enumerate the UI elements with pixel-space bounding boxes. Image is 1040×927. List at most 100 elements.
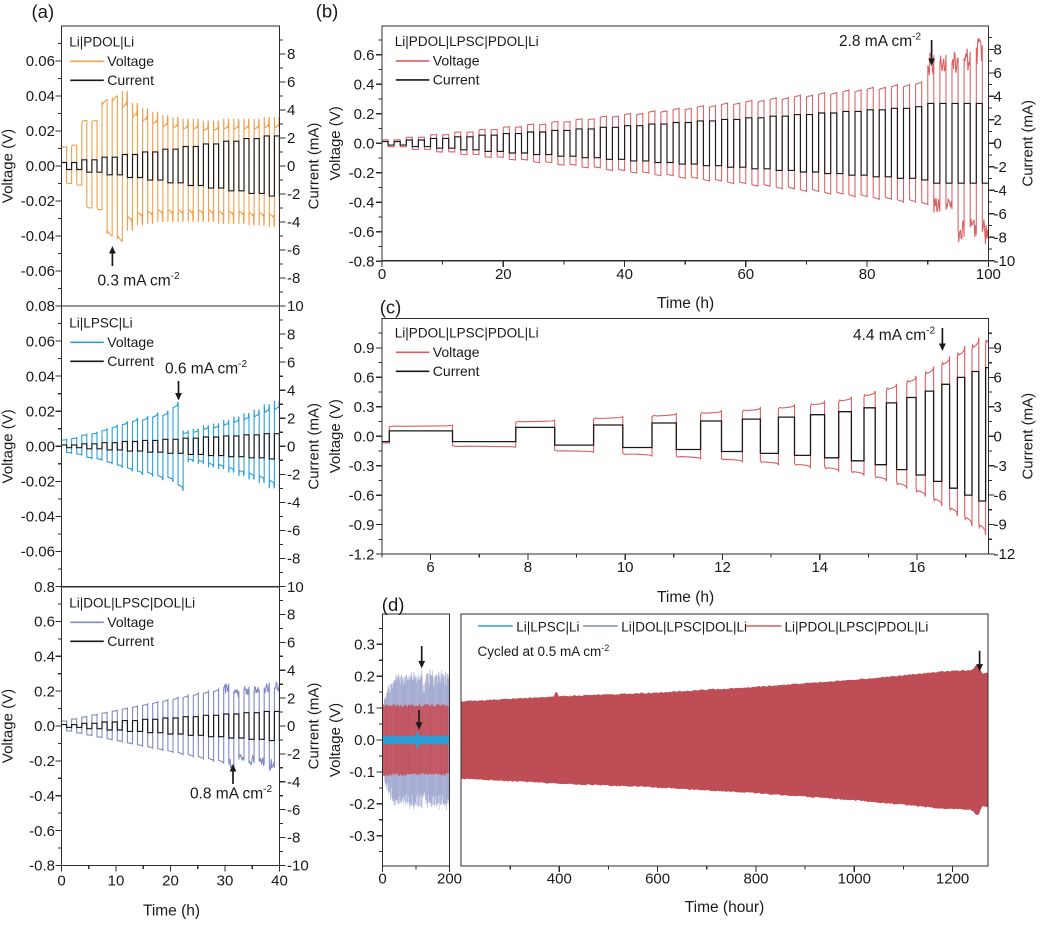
svg-text:8: 8 bbox=[287, 607, 295, 624]
svg-text:(b): (b) bbox=[316, 1, 339, 22]
svg-text:-12: -12 bbox=[994, 546, 1016, 563]
svg-text:Time (hour): Time (hour) bbox=[685, 899, 765, 916]
svg-text:Voltage: Voltage bbox=[107, 334, 154, 350]
svg-text:8: 8 bbox=[994, 42, 1002, 59]
svg-text:6: 6 bbox=[287, 635, 295, 652]
svg-text:(c): (c) bbox=[380, 297, 402, 318]
svg-text:-2: -2 bbox=[994, 159, 1007, 176]
svg-text:-1.2: -1.2 bbox=[349, 546, 375, 563]
svg-text:-0.8: -0.8 bbox=[29, 858, 55, 875]
svg-text:-0.4: -0.4 bbox=[29, 788, 55, 805]
svg-text:4: 4 bbox=[287, 662, 295, 679]
svg-text:6: 6 bbox=[426, 559, 434, 576]
svg-text:0.3: 0.3 bbox=[354, 637, 375, 654]
svg-text:0.06: 0.06 bbox=[26, 333, 55, 350]
svg-text:0.06: 0.06 bbox=[26, 53, 55, 70]
svg-text:-0.3: -0.3 bbox=[349, 458, 375, 475]
svg-text:10: 10 bbox=[617, 559, 634, 576]
svg-text:-8: -8 bbox=[287, 270, 300, 287]
svg-text:4: 4 bbox=[287, 102, 295, 119]
svg-text:0.3 mA cm-2: 0.3 mA cm-2 bbox=[97, 271, 180, 290]
svg-text:-6: -6 bbox=[287, 242, 300, 259]
svg-text:Voltage: Voltage bbox=[433, 53, 480, 69]
svg-text:-8: -8 bbox=[994, 229, 1007, 246]
svg-text:200: 200 bbox=[437, 871, 462, 888]
svg-text:0.6: 0.6 bbox=[354, 47, 375, 64]
svg-text:Voltage (V): Voltage (V) bbox=[327, 399, 344, 473]
svg-text:30: 30 bbox=[217, 873, 234, 890]
svg-text:0.6 mA cm-2: 0.6 mA cm-2 bbox=[165, 359, 248, 378]
svg-text:2.8 mA cm-2: 2.8 mA cm-2 bbox=[839, 32, 922, 51]
svg-text:Voltage (V): Voltage (V) bbox=[0, 689, 17, 763]
svg-text:Current (mA): Current (mA) bbox=[306, 683, 323, 770]
svg-text:Current: Current bbox=[433, 72, 480, 88]
svg-text:0.0: 0.0 bbox=[34, 718, 55, 735]
svg-text:Li|DOL|LPSC|DOL|Li: Li|DOL|LPSC|DOL|Li bbox=[69, 596, 195, 611]
svg-text:0.2: 0.2 bbox=[354, 668, 375, 685]
svg-text:8: 8 bbox=[287, 326, 295, 343]
svg-text:6: 6 bbox=[287, 74, 295, 91]
svg-text:-0.8: -0.8 bbox=[349, 254, 375, 271]
svg-text:-8: -8 bbox=[287, 551, 300, 568]
svg-text:9: 9 bbox=[994, 340, 1002, 357]
svg-text:Current: Current bbox=[107, 353, 154, 369]
svg-text:0.04: 0.04 bbox=[26, 88, 55, 105]
svg-text:-0.2: -0.2 bbox=[349, 165, 375, 182]
svg-text:Voltage: Voltage bbox=[433, 344, 480, 360]
svg-text:0.04: 0.04 bbox=[26, 368, 55, 385]
svg-text:-4: -4 bbox=[287, 774, 300, 791]
svg-text:Time (h): Time (h) bbox=[657, 295, 714, 312]
svg-text:-0.3: -0.3 bbox=[349, 828, 375, 845]
svg-text:-6: -6 bbox=[287, 802, 300, 819]
svg-text:0.4: 0.4 bbox=[34, 649, 55, 666]
svg-text:-0.6: -0.6 bbox=[349, 487, 375, 504]
svg-text:0.0: 0.0 bbox=[354, 136, 375, 153]
svg-text:-6: -6 bbox=[287, 523, 300, 540]
svg-text:-0.1: -0.1 bbox=[349, 764, 375, 781]
svg-text:12: 12 bbox=[714, 559, 731, 576]
svg-text:2: 2 bbox=[287, 410, 295, 427]
svg-text:0.00: 0.00 bbox=[26, 158, 55, 175]
svg-text:0.2: 0.2 bbox=[354, 106, 375, 123]
svg-text:-0.04: -0.04 bbox=[21, 228, 55, 245]
svg-text:0.00: 0.00 bbox=[26, 439, 55, 456]
svg-text:0.8: 0.8 bbox=[34, 579, 55, 596]
svg-text:Current (mA): Current (mA) bbox=[1020, 393, 1037, 480]
svg-text:0.6: 0.6 bbox=[34, 614, 55, 631]
svg-text:8: 8 bbox=[524, 559, 532, 576]
svg-text:-0.2: -0.2 bbox=[29, 753, 55, 770]
svg-text:-6: -6 bbox=[994, 206, 1007, 223]
svg-text:2: 2 bbox=[287, 130, 295, 147]
svg-text:-0.04: -0.04 bbox=[21, 509, 55, 526]
svg-text:Time (h): Time (h) bbox=[143, 903, 200, 920]
svg-text:Voltage (V): Voltage (V) bbox=[0, 409, 17, 483]
svg-text:Cycled at 0.5 mA cm-2: Cycled at 0.5 mA cm-2 bbox=[478, 643, 610, 659]
svg-text:-0.6: -0.6 bbox=[29, 823, 55, 840]
svg-text:6: 6 bbox=[994, 370, 1002, 387]
svg-text:3: 3 bbox=[994, 399, 1002, 416]
svg-text:0.08: 0.08 bbox=[26, 298, 55, 315]
svg-text:0.4: 0.4 bbox=[354, 77, 375, 94]
svg-text:-0.02: -0.02 bbox=[21, 193, 55, 210]
svg-text:0: 0 bbox=[994, 136, 1002, 153]
svg-text:400: 400 bbox=[547, 871, 572, 888]
svg-text:0.0: 0.0 bbox=[354, 428, 375, 445]
svg-text:-0.9: -0.9 bbox=[349, 517, 375, 534]
svg-text:100: 100 bbox=[976, 266, 1001, 283]
svg-text:60: 60 bbox=[737, 266, 754, 283]
svg-text:1200: 1200 bbox=[936, 871, 969, 888]
svg-text:0.6: 0.6 bbox=[354, 370, 375, 387]
svg-text:-4: -4 bbox=[287, 495, 300, 512]
svg-text:Li|PDOL|LPSC|PDOL|Li: Li|PDOL|LPSC|PDOL|Li bbox=[785, 620, 929, 635]
svg-text:0: 0 bbox=[994, 428, 1002, 445]
svg-text:0.02: 0.02 bbox=[26, 403, 55, 420]
svg-text:80: 80 bbox=[859, 266, 876, 283]
svg-text:Voltage: Voltage bbox=[107, 53, 154, 69]
svg-text:40: 40 bbox=[271, 873, 288, 890]
svg-text:-3: -3 bbox=[994, 458, 1007, 475]
svg-text:Voltage: Voltage bbox=[107, 614, 154, 630]
svg-text:-10: -10 bbox=[994, 253, 1016, 270]
svg-text:-2: -2 bbox=[287, 186, 300, 203]
svg-text:0.0: 0.0 bbox=[354, 732, 375, 749]
svg-text:4: 4 bbox=[287, 382, 295, 399]
